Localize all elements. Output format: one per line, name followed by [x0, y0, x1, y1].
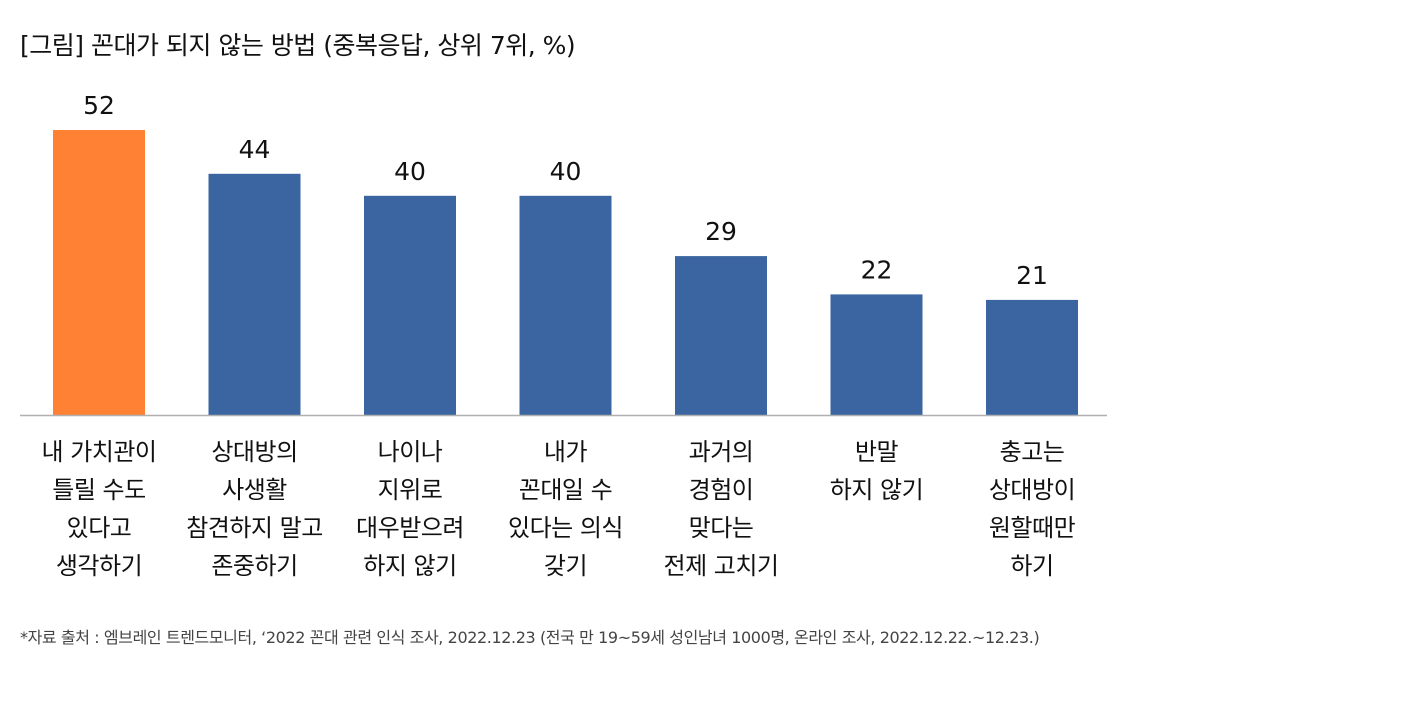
category-label-line: 사생활: [222, 476, 287, 504]
category-label-line: 하기: [1010, 552, 1053, 580]
category-label-line: 생각하기: [56, 552, 142, 580]
category-label-line: 틀릴 수도: [52, 476, 145, 504]
category-label-line: 맞다는: [689, 514, 754, 542]
category-label-line: 꼰대일 수: [519, 476, 612, 504]
bars-group: [53, 130, 1078, 415]
value-label-2: 44: [239, 135, 271, 164]
category-label-line: 지위로: [378, 476, 443, 504]
source-footnote: *자료 출처 : 엠브레인 트렌드모니터, ‘2022 꼰대 관련 인식 조사,…: [20, 628, 1040, 647]
value-label-5: 29: [705, 217, 737, 246]
value-label-1: 52: [83, 91, 115, 120]
category-label-line: 있다는 의식: [508, 514, 623, 542]
category-label-line: 경험이: [689, 476, 754, 504]
bar-3: [364, 195, 456, 415]
category-label-line: 원할때만: [989, 514, 1076, 542]
category-label-line: 하지 않기: [830, 476, 923, 504]
category-label-line: 하지 않기: [363, 552, 456, 580]
category-label-line: 존중하기: [211, 552, 297, 580]
bar-2: [208, 173, 301, 415]
category-label-line: 반말: [855, 438, 899, 466]
value-label-3: 40: [394, 157, 426, 186]
category-label-line: 상대방의: [211, 438, 297, 466]
value-labels-group: 52 44 40 40 29 22 21: [83, 91, 1048, 290]
chart-title: [그림] 꼰대가 되지 않는 방법 (중복응답, 상위 7위, %): [20, 31, 576, 60]
category-label-line: 있다고: [67, 514, 132, 542]
category-label-line: 충고는: [1000, 438, 1065, 466]
category-label-line: 내가: [544, 438, 588, 466]
category-label-line: 상대방이: [989, 476, 1075, 504]
category-label-line: 과거의: [689, 438, 754, 466]
bar-7: [986, 299, 1078, 415]
value-label-7: 21: [1016, 261, 1048, 290]
value-label-4: 40: [550, 157, 582, 186]
value-label-6: 22: [861, 255, 893, 284]
category-label-line: 전제 고치기: [663, 552, 778, 580]
bar-1: [53, 130, 145, 415]
category-label-line: 대우받으려: [356, 514, 464, 542]
category-label-line: 참견하지 말고: [186, 514, 323, 542]
category-label-line: 갖기: [544, 552, 587, 580]
category-label-line: 나이나: [378, 438, 443, 466]
category-label-line: 내 가치관이: [41, 438, 156, 466]
bar-6: [830, 294, 923, 415]
bar-5: [675, 256, 767, 415]
bar-4: [519, 195, 612, 415]
